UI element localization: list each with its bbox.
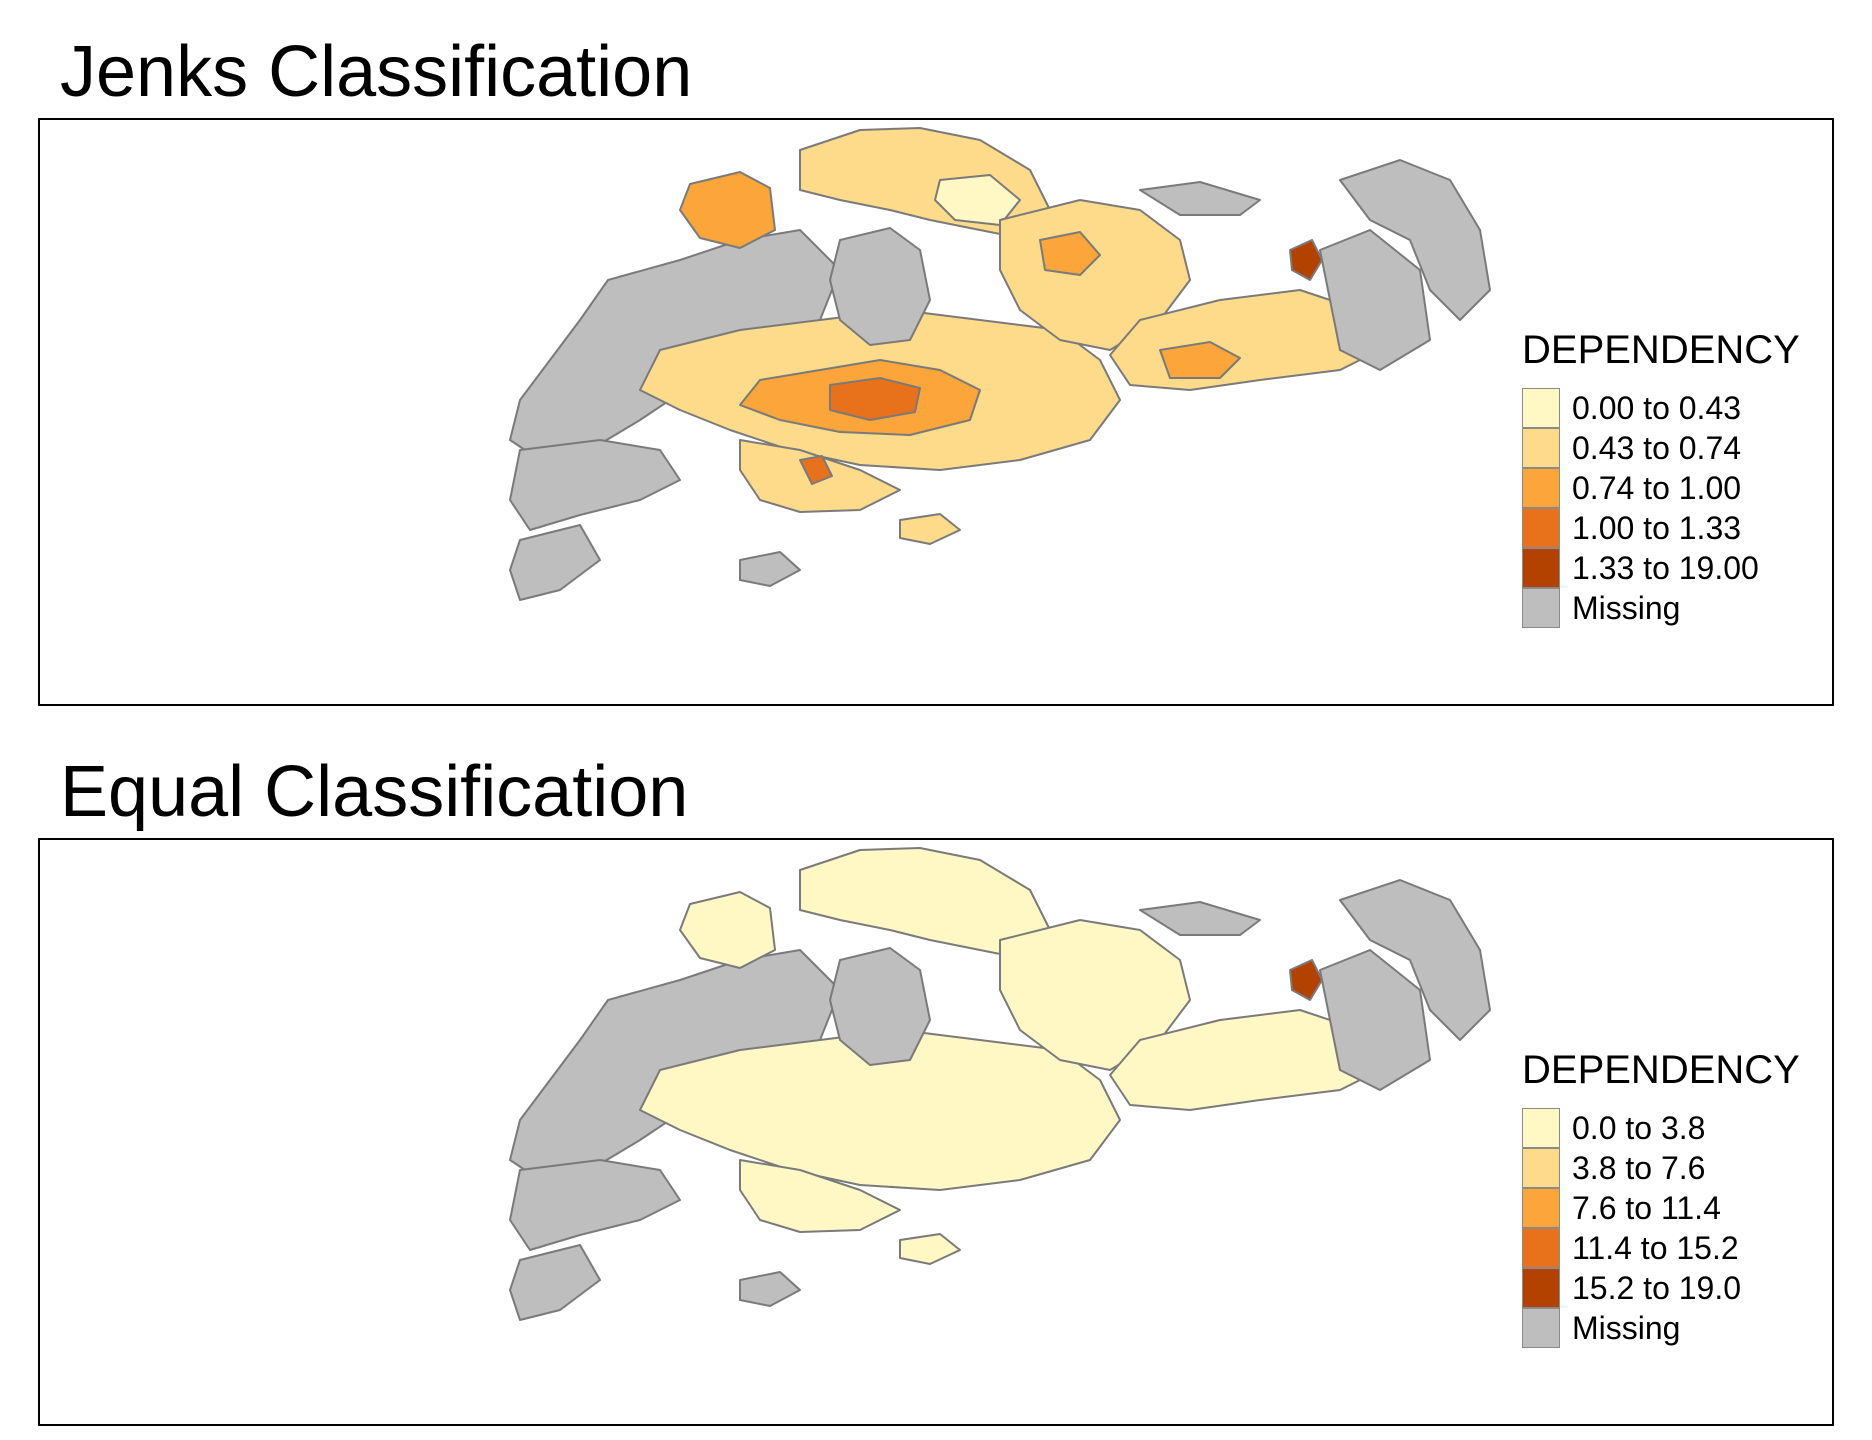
legend-swatch [1522, 428, 1560, 468]
legend-item: 0.0 to 3.8 [1522, 1108, 1800, 1148]
panel-title-equal: Equal Classification [60, 752, 689, 832]
legend-item: 1.00 to 1.33 [1522, 508, 1800, 548]
map-region-south-dark [799, 455, 833, 485]
legend-label: 3.8 to 7.6 [1572, 1150, 1706, 1186]
legend-swatch [1522, 1268, 1560, 1308]
panel-title-jenks: Jenks Classification [60, 32, 693, 112]
map-region-reservoir [829, 227, 931, 346]
map-region-sentosa [899, 513, 961, 545]
map-region-sentosa [899, 1233, 961, 1265]
map-region-northeast-island [1139, 901, 1261, 936]
map-region-jurong-island [509, 1244, 601, 1321]
legend-label: 0.00 to 0.43 [1572, 390, 1742, 426]
legend-swatch [1522, 588, 1560, 628]
choropleth-map-jenks [509, 127, 1491, 601]
map-region-east-island [1339, 159, 1491, 321]
map-region-east-dark [1289, 239, 1323, 281]
map-region-south-islands [739, 551, 801, 587]
legend-swatch [1522, 1188, 1560, 1228]
map-region-southwest [509, 1159, 681, 1251]
legend-item: 7.6 to 11.4 [1522, 1188, 1800, 1228]
legend-label: 1.00 to 1.33 [1572, 510, 1742, 546]
map-region-airport [1319, 229, 1431, 371]
map-frame-jenks: DEPENDENCY 0.00 to 0.43 0.43 to 0.74 0.7… [38, 118, 1834, 706]
map-frame-equal: DEPENDENCY 0.0 to 3.8 3.8 to 7.6 7.6 to … [38, 838, 1834, 1426]
map-region-airport [1319, 949, 1431, 1091]
legend-swatch [1522, 1108, 1560, 1148]
legend-item: 0.43 to 0.74 [1522, 428, 1800, 468]
legend-swatch [1522, 548, 1560, 588]
legend-equal: DEPENDENCY 0.0 to 3.8 3.8 to 7.6 7.6 to … [1522, 1050, 1800, 1348]
legend-label: Missing [1572, 1310, 1681, 1346]
legend-item: 0.00 to 0.43 [1522, 388, 1800, 428]
map-region-east [1109, 1009, 1381, 1111]
legend-jenks: DEPENDENCY 0.00 to 0.43 0.43 to 0.74 0.7… [1522, 330, 1800, 628]
legend-swatch [1522, 1148, 1560, 1188]
legend-label: 7.6 to 11.4 [1572, 1190, 1721, 1226]
map-region-northwest [679, 171, 776, 249]
map-region-northwest [679, 891, 776, 969]
map-region-southwest [509, 439, 681, 531]
legend-item: 15.2 to 19.0 [1522, 1268, 1800, 1308]
map-region-east-island [1339, 879, 1491, 1041]
map-region-south-islands [739, 1271, 801, 1307]
legend-item: 11.4 to 15.2 [1522, 1228, 1800, 1268]
map-region-central-dark [829, 377, 921, 421]
legend-item: Missing [1522, 1308, 1800, 1348]
legend-item: Missing [1522, 588, 1800, 628]
legend-title: DEPENDENCY [1522, 1048, 1800, 1092]
map-region-northeast-island [1139, 181, 1261, 216]
legend-swatch [1522, 468, 1560, 508]
legend-label: 15.2 to 19.0 [1572, 1270, 1742, 1306]
map-region-east-dark [1289, 959, 1323, 1001]
map-region-reservoir [829, 947, 931, 1066]
legend-swatch [1522, 1228, 1560, 1268]
choropleth-map-equal [509, 847, 1491, 1321]
legend-title: DEPENDENCY [1522, 328, 1800, 372]
map-region-east-orange [1159, 341, 1241, 379]
legend-label: 0.43 to 0.74 [1572, 430, 1742, 466]
map-region-jurong-island [509, 524, 601, 601]
legend-label: 1.33 to 19.00 [1572, 550, 1759, 586]
map-region-south [739, 1159, 901, 1233]
legend-swatch [1522, 1308, 1560, 1348]
map-region-northeast-orange [1039, 231, 1101, 276]
legend-label: 0.0 to 3.8 [1572, 1110, 1706, 1146]
legend-swatch [1522, 388, 1560, 428]
legend-item: 1.33 to 19.00 [1522, 548, 1800, 588]
legend-label: 0.74 to 1.00 [1572, 470, 1742, 506]
legend-item: 3.8 to 7.6 [1522, 1148, 1800, 1188]
legend-item: 0.74 to 1.00 [1522, 468, 1800, 508]
legend-swatch [1522, 508, 1560, 548]
legend-label: Missing [1572, 590, 1681, 626]
legend-label: 11.4 to 15.2 [1572, 1230, 1739, 1266]
